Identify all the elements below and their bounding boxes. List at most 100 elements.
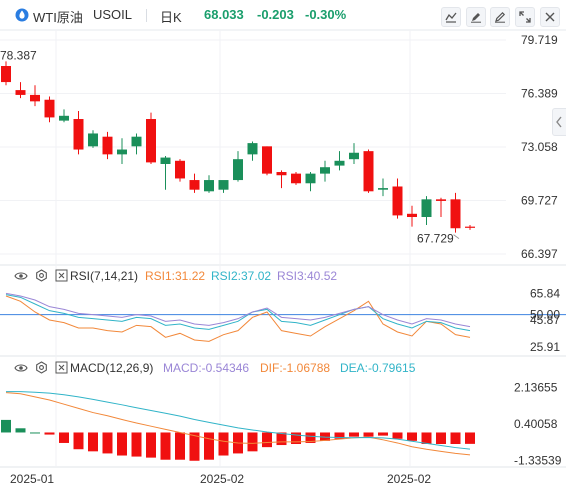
x-tick-label: 2025-02 (200, 472, 244, 486)
candle (378, 188, 388, 190)
edit-button[interactable] (490, 7, 510, 27)
candle (291, 173, 301, 184)
candle (175, 160, 185, 179)
draw-button[interactable] (466, 7, 486, 27)
macd-bar (102, 432, 113, 454)
candle (465, 226, 475, 228)
macd-line (6, 391, 471, 450)
rsi2-legend: RSI2:37.02 (211, 269, 272, 283)
dif-legend: DIF:-1.06788 (260, 361, 331, 375)
macd-tick-label: -1.33539 (514, 453, 562, 467)
macd-bar (465, 432, 475, 444)
visibility-eye-icon[interactable] (14, 362, 28, 374)
instrument-name[interactable]: WTI原油 (33, 10, 83, 25)
candle (131, 136, 142, 147)
candle (189, 180, 200, 190)
candle (59, 115, 69, 121)
macd-bar (450, 432, 461, 444)
macd-bar (73, 432, 84, 450)
chevron-left-icon (556, 116, 562, 128)
macd-bar (30, 432, 40, 434)
candle (88, 133, 98, 147)
macd-bar (276, 432, 287, 446)
rsi-tick-label: 45.87 (530, 313, 560, 327)
min-price-pointer (453, 234, 460, 240)
rsi3-legend: RSI3:40.52 (277, 269, 338, 283)
y-tick-label: 79.719 (521, 33, 558, 47)
macd-bar (218, 432, 229, 456)
draw-icon (471, 13, 481, 23)
macd-bar (334, 432, 345, 439)
dea-legend: DEA:-0.79615 (340, 361, 416, 375)
rsi1-legend: RSI1:31.22 (145, 269, 206, 283)
remove-indicator-icon[interactable] (55, 361, 68, 374)
expand-button[interactable] (515, 7, 535, 27)
instrument-code: USOIL (93, 7, 133, 22)
close-button[interactable] (540, 7, 560, 27)
candle (305, 173, 316, 184)
y-tick-label: 66.397 (521, 247, 558, 261)
remove-indicator-icon[interactable] (55, 269, 68, 282)
macd-bar (189, 432, 200, 461)
settings-gear-icon[interactable] (35, 361, 48, 374)
instrument-logo-icon (15, 8, 29, 22)
candlestick-series (1, 61, 475, 233)
macd-line (5, 392, 471, 456)
price-change: -0.203 (257, 7, 294, 22)
chart-header: WTI原油 USOIL 日K 68.033 -0.203 -0.30% (0, 0, 566, 30)
y-tick-label: 73.058 (521, 140, 558, 154)
candle (160, 157, 171, 164)
settings-gear-icon[interactable] (35, 269, 48, 282)
rsi-title: RSI(7,14,21) (70, 269, 139, 283)
macd-bar (204, 432, 214, 460)
x-tick-label: 2025-01 (10, 472, 54, 486)
candle (146, 119, 156, 163)
macd-series (1, 391, 475, 461)
candle (204, 180, 214, 192)
macd-bar (88, 432, 98, 452)
macd-bar (407, 432, 417, 441)
macd-bar (392, 432, 403, 439)
y-tick-label: 69.727 (521, 194, 558, 208)
candle (450, 199, 461, 229)
x-tick-label: 2025-02 (387, 472, 431, 486)
rsi-line (5, 294, 471, 332)
visibility-eye-icon[interactable] (14, 270, 28, 282)
candle (334, 160, 345, 166)
rsi-line (5, 295, 471, 342)
grid-lines (0, 29, 566, 468)
candle (1, 66, 11, 83)
candle (117, 149, 127, 155)
candle (44, 99, 55, 118)
min-price-label: 67.729 (417, 232, 454, 246)
candle (363, 151, 374, 192)
header-divider (146, 9, 147, 22)
macd-bar (349, 432, 359, 437)
rsi-line (5, 292, 471, 328)
candle (30, 94, 40, 102)
candle (233, 159, 243, 181)
candle (276, 172, 287, 176)
indicator-button[interactable] (441, 7, 461, 27)
candle (407, 213, 417, 218)
rsi-tick-label: 65.84 (530, 287, 560, 301)
macd-tick-label: 0.40058 (514, 417, 558, 431)
candle (320, 167, 330, 174)
macd-tick-label: 2.13655 (514, 381, 558, 395)
macd-title: MACD(12,26,9) (70, 361, 154, 375)
expand-icon (519, 11, 531, 23)
collapse-panel-button[interactable] (552, 108, 566, 136)
candle (436, 199, 446, 201)
candle (218, 180, 229, 190)
candle (15, 90, 26, 95)
macd-bar (59, 432, 69, 443)
macd-bar (421, 432, 432, 444)
last-price: 68.033 (204, 7, 244, 22)
close-icon (545, 12, 555, 22)
candle (392, 186, 403, 216)
axis-labels: 79.719 76.389 73.058 69.727 66.397 78.387 67.7… (0, 33, 562, 486)
period-selector[interactable]: 日K (160, 10, 182, 25)
macd-bar (160, 432, 171, 460)
macd-bar (262, 432, 272, 448)
